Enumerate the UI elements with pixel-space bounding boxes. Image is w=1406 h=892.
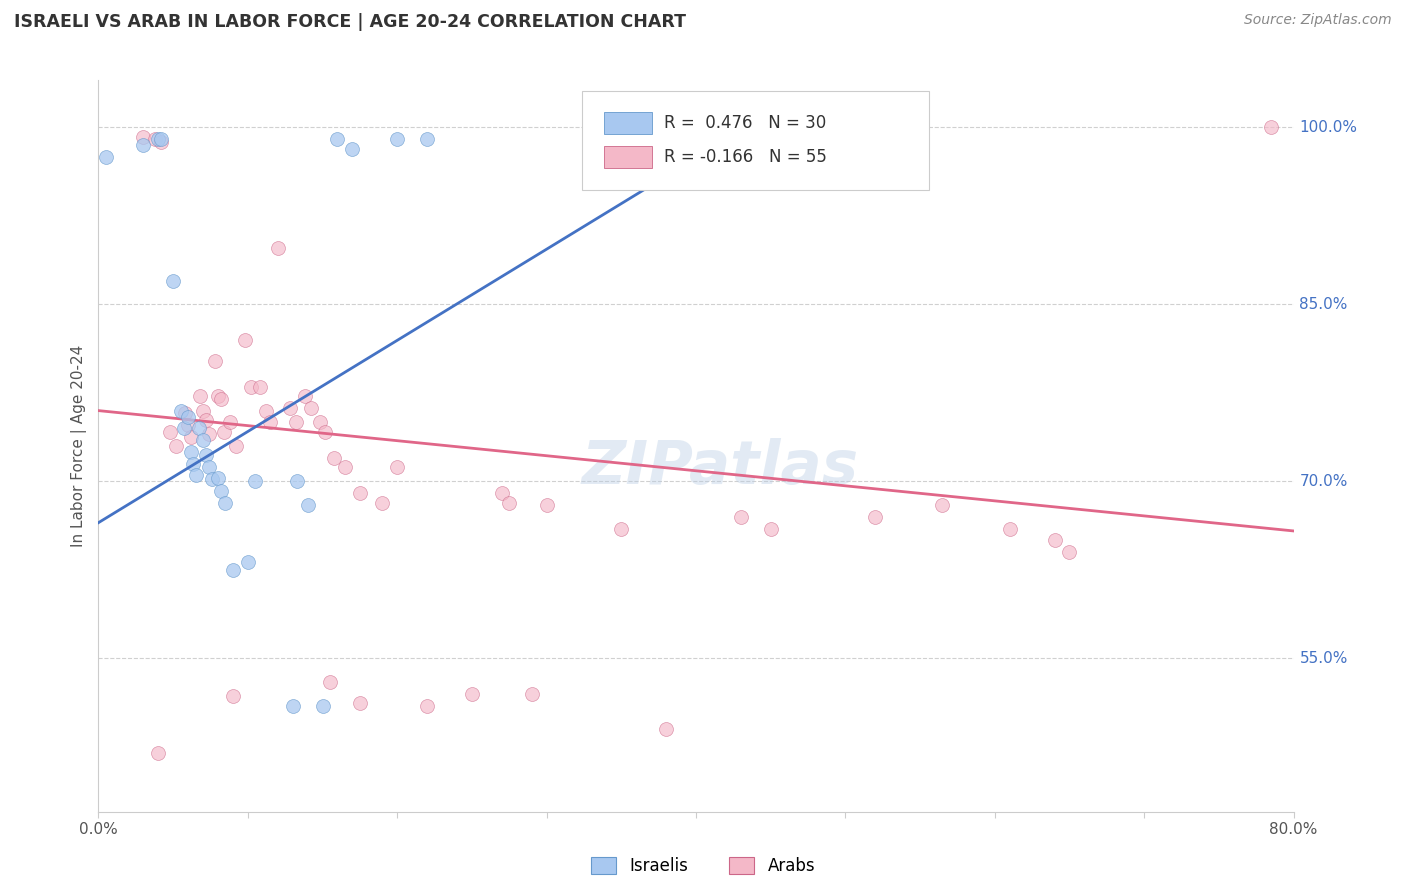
Point bbox=[207, 471, 229, 485]
Point bbox=[285, 475, 308, 489]
Point bbox=[188, 389, 211, 403]
Point bbox=[281, 698, 304, 713]
Point bbox=[177, 417, 200, 432]
Point bbox=[865, 509, 887, 524]
Point bbox=[326, 132, 349, 146]
Point bbox=[278, 401, 301, 416]
Point bbox=[498, 495, 520, 509]
Point bbox=[1059, 545, 1081, 559]
Point bbox=[416, 132, 439, 146]
Point bbox=[249, 380, 271, 394]
Text: R =  0.476   N = 30: R = 0.476 N = 30 bbox=[664, 113, 825, 132]
Point bbox=[143, 132, 166, 146]
FancyBboxPatch shape bbox=[605, 112, 652, 134]
Point bbox=[385, 460, 409, 475]
Point bbox=[181, 457, 204, 471]
Point bbox=[225, 439, 247, 453]
Point bbox=[610, 522, 633, 536]
Text: ZIPatlas: ZIPatlas bbox=[581, 439, 859, 498]
Point bbox=[254, 403, 277, 417]
Point bbox=[222, 689, 245, 703]
Point bbox=[198, 427, 221, 442]
Point bbox=[94, 150, 117, 164]
Legend: Israelis, Arabs: Israelis, Arabs bbox=[583, 850, 823, 882]
Point bbox=[284, 416, 307, 430]
Text: R = -0.166   N = 55: R = -0.166 N = 55 bbox=[664, 148, 827, 166]
Text: 100.0%: 100.0% bbox=[1299, 120, 1358, 135]
Text: ISRAELI VS ARAB IN LABOR FORCE | AGE 20-24 CORRELATION CHART: ISRAELI VS ARAB IN LABOR FORCE | AGE 20-… bbox=[14, 13, 686, 31]
Point bbox=[177, 409, 200, 424]
Point bbox=[349, 486, 371, 500]
Point bbox=[159, 425, 181, 439]
Point bbox=[371, 495, 394, 509]
Point bbox=[222, 563, 245, 577]
Point bbox=[308, 416, 330, 430]
FancyBboxPatch shape bbox=[605, 146, 652, 168]
Point bbox=[212, 425, 235, 439]
Point bbox=[209, 483, 232, 498]
Point bbox=[461, 687, 484, 701]
Point bbox=[491, 486, 513, 500]
Point bbox=[132, 138, 155, 153]
Point bbox=[267, 241, 290, 255]
Point bbox=[219, 416, 242, 430]
Point bbox=[342, 142, 364, 156]
Point bbox=[998, 522, 1021, 536]
Point bbox=[311, 698, 333, 713]
Point bbox=[132, 129, 155, 144]
Point bbox=[174, 406, 197, 420]
Point bbox=[191, 433, 214, 447]
Point bbox=[297, 498, 319, 512]
Point bbox=[931, 498, 953, 512]
Point bbox=[204, 354, 226, 368]
Point bbox=[148, 132, 170, 146]
Point bbox=[187, 421, 209, 435]
Point bbox=[349, 696, 371, 710]
Point bbox=[759, 522, 782, 536]
Y-axis label: In Labor Force | Age 20-24: In Labor Force | Age 20-24 bbox=[72, 345, 87, 547]
Point bbox=[209, 392, 232, 406]
Point bbox=[180, 429, 202, 443]
Text: 85.0%: 85.0% bbox=[1299, 297, 1348, 312]
Point bbox=[299, 401, 322, 416]
Text: 70.0%: 70.0% bbox=[1299, 474, 1348, 489]
Point bbox=[323, 450, 346, 465]
Point bbox=[520, 687, 543, 701]
Point bbox=[259, 416, 281, 430]
Point bbox=[245, 475, 267, 489]
Point bbox=[236, 555, 259, 569]
Point bbox=[1260, 120, 1282, 135]
Point bbox=[201, 472, 224, 486]
Point bbox=[165, 439, 187, 453]
Point bbox=[180, 445, 202, 459]
Point bbox=[184, 468, 207, 483]
Point bbox=[150, 132, 173, 146]
Point bbox=[333, 460, 356, 475]
Point bbox=[207, 389, 229, 403]
Point bbox=[294, 389, 316, 403]
Point bbox=[148, 746, 170, 760]
Point bbox=[214, 495, 236, 509]
Point bbox=[315, 425, 337, 439]
Point bbox=[385, 132, 409, 146]
Point bbox=[730, 509, 752, 524]
FancyBboxPatch shape bbox=[582, 91, 929, 190]
Point bbox=[416, 698, 439, 713]
Point bbox=[233, 333, 256, 347]
Point bbox=[194, 413, 218, 427]
Point bbox=[173, 421, 195, 435]
Point bbox=[162, 274, 184, 288]
Point bbox=[319, 675, 342, 690]
Text: Source: ZipAtlas.com: Source: ZipAtlas.com bbox=[1244, 13, 1392, 28]
Point bbox=[150, 135, 173, 149]
Point bbox=[194, 449, 218, 463]
Text: 55.0%: 55.0% bbox=[1299, 651, 1348, 665]
Point bbox=[191, 403, 214, 417]
Point bbox=[198, 460, 221, 475]
Point bbox=[1043, 533, 1066, 548]
Point bbox=[239, 380, 262, 394]
Point bbox=[169, 403, 191, 417]
Point bbox=[655, 722, 678, 736]
Point bbox=[536, 498, 558, 512]
